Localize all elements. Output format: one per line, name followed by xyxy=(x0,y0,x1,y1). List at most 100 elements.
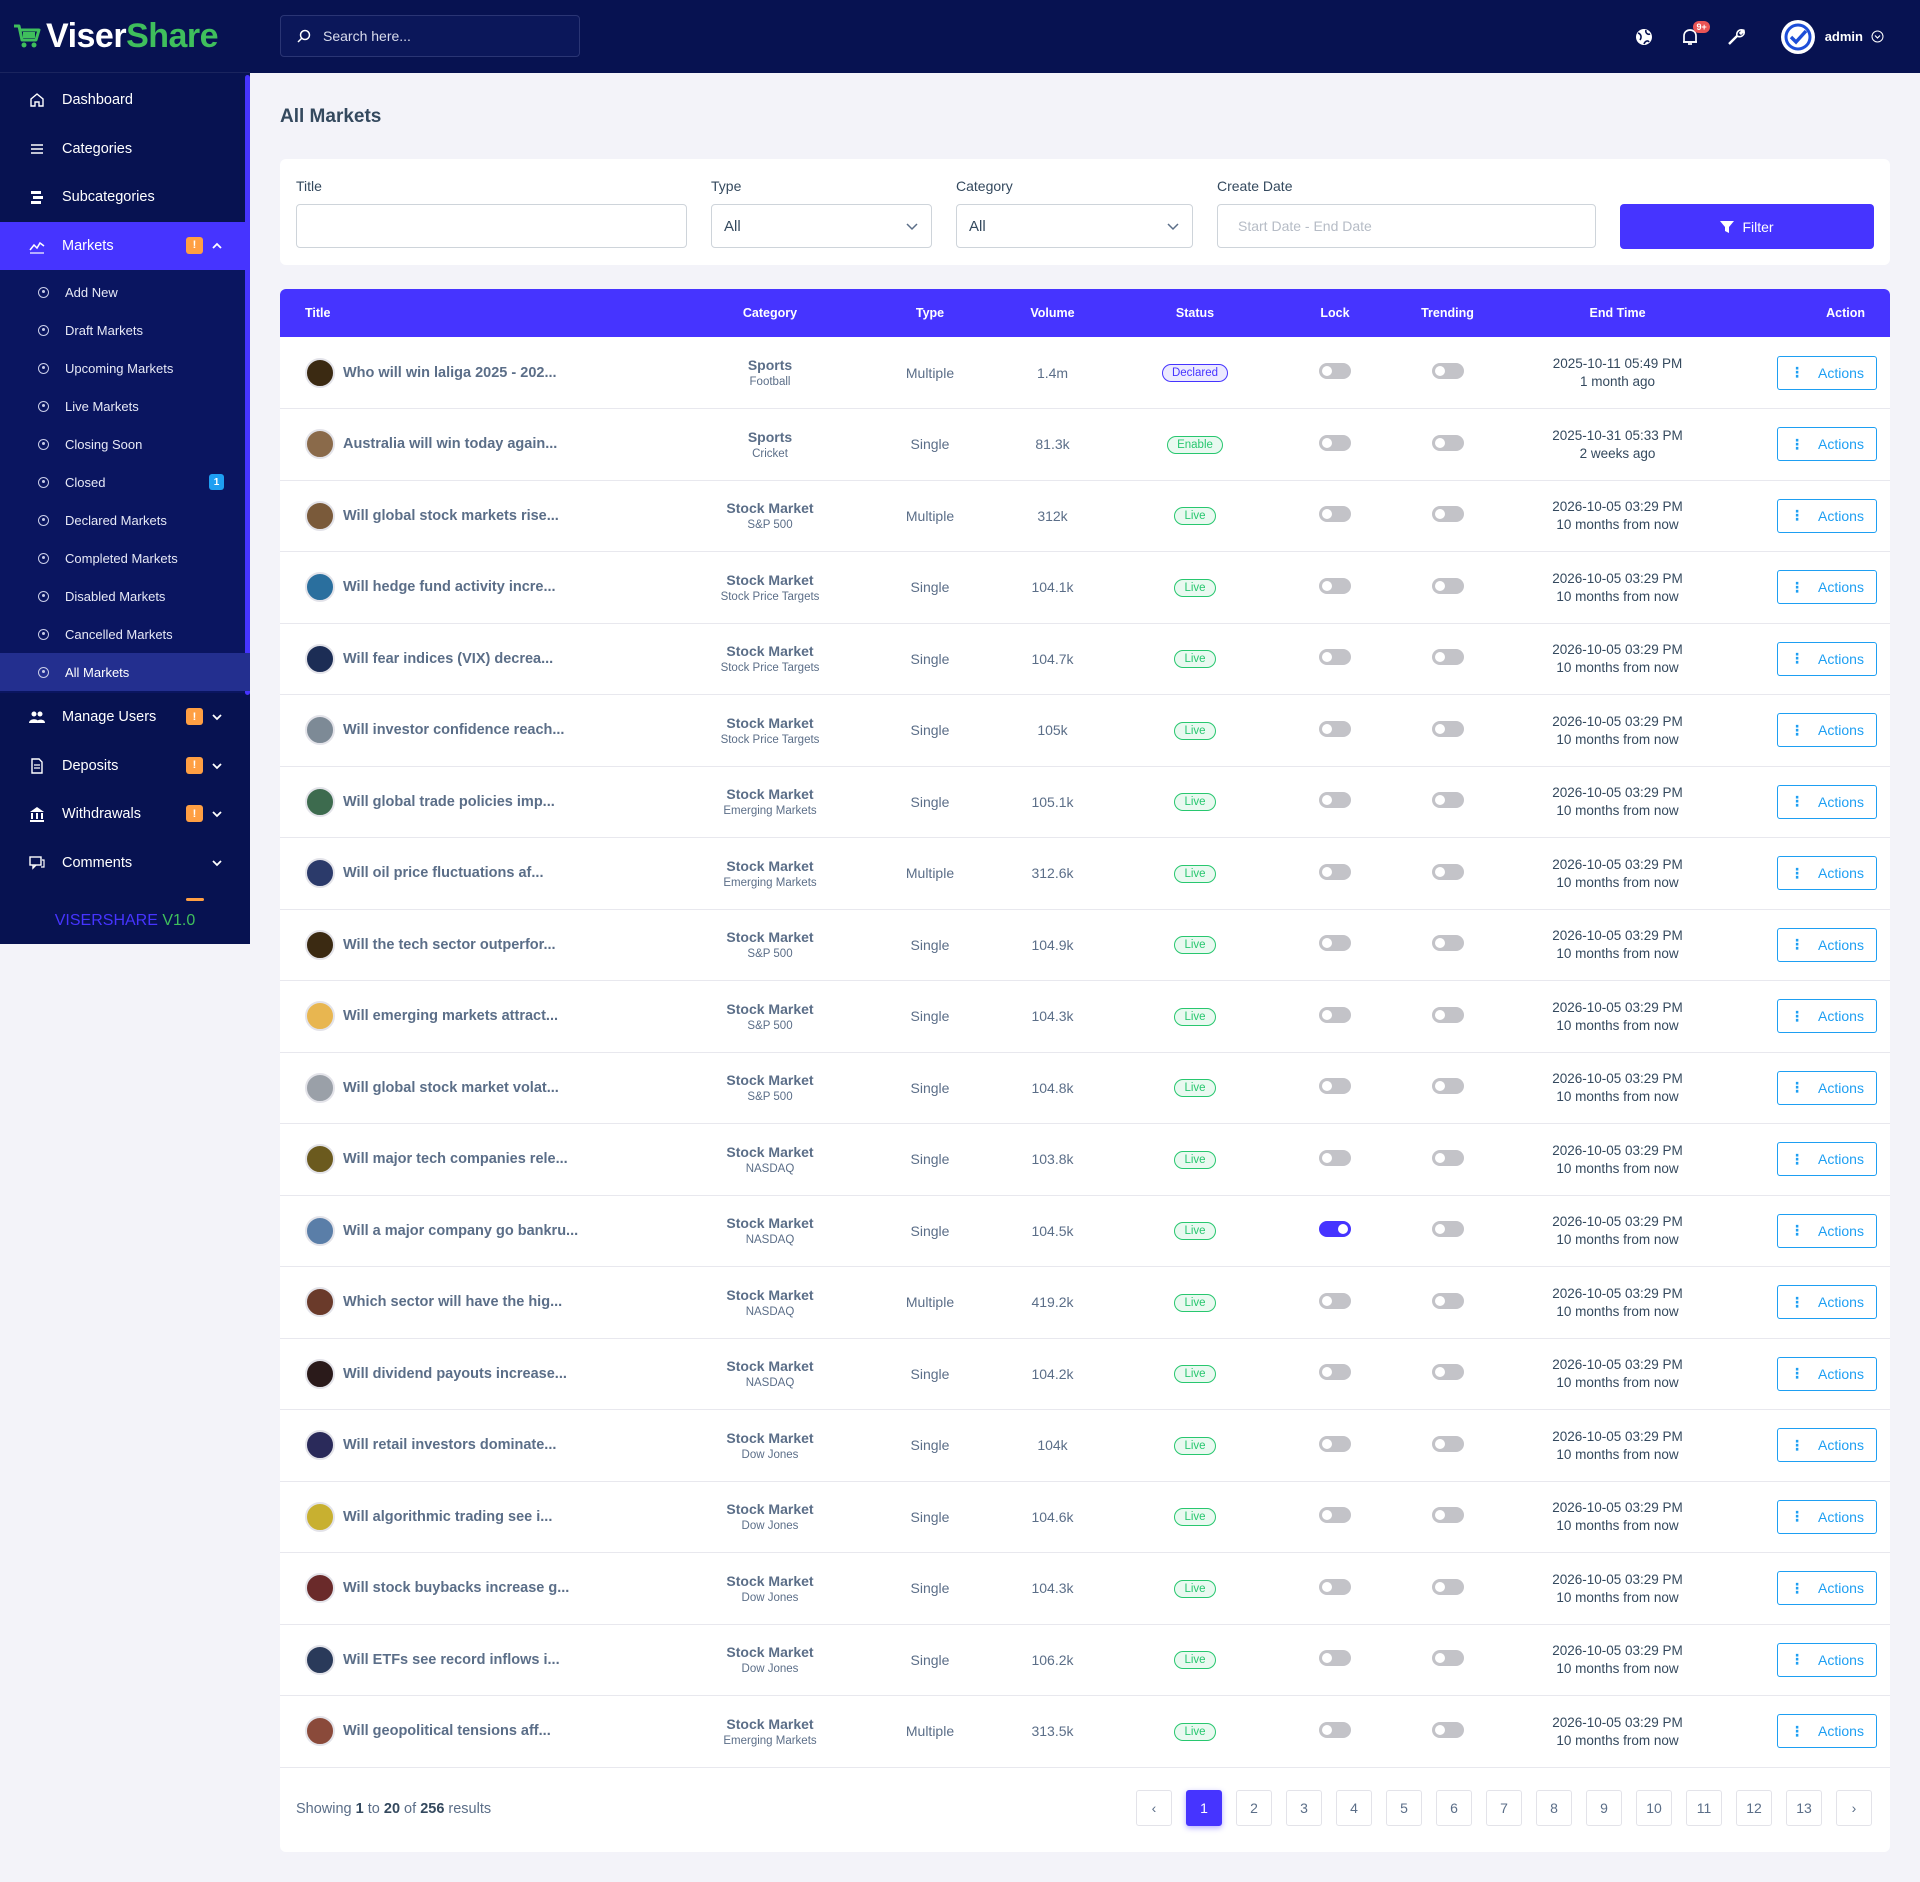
submenu-item-closing-soon[interactable]: Closing Soon xyxy=(0,425,250,463)
search-input[interactable] xyxy=(323,28,563,44)
submenu-item-all-markets[interactable]: All Markets xyxy=(0,653,250,691)
trending-toggle[interactable] xyxy=(1431,1435,1464,1452)
actions-button[interactable]: ⋮ Actions xyxy=(1777,1285,1877,1320)
pagination-prev-button[interactable]: ‹ xyxy=(1136,1790,1172,1826)
market-title[interactable]: Will investor confidence reach... xyxy=(343,722,565,739)
submenu-item-completed-markets[interactable]: Completed Markets xyxy=(0,539,250,577)
lock-toggle[interactable] xyxy=(1319,935,1351,952)
actions-button[interactable]: ⋮ Actions xyxy=(1777,856,1877,891)
market-title[interactable]: Who will win laliga 2025 - 202... xyxy=(343,364,557,381)
submenu-item-declared-markets[interactable]: Declared Markets xyxy=(0,501,250,539)
submenu-item-disabled-markets[interactable]: Disabled Markets xyxy=(0,577,250,615)
bell-icon[interactable]: 9+ xyxy=(1679,20,1710,48)
submenu-item-closed[interactable]: Closed 1 xyxy=(0,463,250,501)
lock-toggle[interactable] xyxy=(1319,1650,1351,1667)
market-title[interactable]: Which sector will have the hig... xyxy=(343,1294,563,1311)
pagination-page-7[interactable]: 7 xyxy=(1486,1790,1522,1826)
trending-toggle[interactable] xyxy=(1431,1149,1464,1166)
globe-icon[interactable] xyxy=(1633,26,1655,48)
sidebar-scrollbar[interactable] xyxy=(245,75,250,695)
submenu-item-live-markets[interactable]: Live Markets xyxy=(0,387,250,425)
market-title[interactable]: Will global trade policies imp... xyxy=(343,793,555,810)
lock-toggle[interactable] xyxy=(1319,577,1351,594)
pagination-next-button[interactable]: › xyxy=(1836,1790,1872,1826)
market-title[interactable]: Will global stock markets rise... xyxy=(343,507,559,524)
type-select[interactable]: All xyxy=(711,204,932,248)
pagination-page-2[interactable]: 2 xyxy=(1236,1790,1272,1826)
sidebar-item-categories[interactable]: Categories xyxy=(0,125,250,174)
actions-button[interactable]: ⋮ Actions xyxy=(1777,784,1877,819)
lock-toggle[interactable] xyxy=(1319,1292,1351,1309)
market-title[interactable]: Will emerging markets attract... xyxy=(343,1008,559,1025)
pagination-page-1[interactable]: 1 xyxy=(1186,1790,1222,1826)
trending-toggle[interactable] xyxy=(1431,935,1464,952)
trending-toggle[interactable] xyxy=(1431,1006,1464,1023)
trending-toggle[interactable] xyxy=(1431,863,1464,880)
pagination-page-9[interactable]: 9 xyxy=(1586,1790,1622,1826)
pagination-page-5[interactable]: 5 xyxy=(1386,1790,1422,1826)
trending-toggle[interactable] xyxy=(1431,1578,1464,1595)
market-title[interactable]: Will retail investors dominate... xyxy=(343,1437,557,1454)
pagination-page-13[interactable]: 13 xyxy=(1786,1790,1822,1826)
actions-button[interactable]: ⋮ Actions xyxy=(1777,570,1877,605)
lock-toggle[interactable] xyxy=(1319,434,1351,451)
actions-button[interactable]: ⋮ Actions xyxy=(1777,355,1877,390)
actions-button[interactable]: ⋮ Actions xyxy=(1777,1571,1877,1606)
lock-toggle[interactable] xyxy=(1319,792,1351,809)
trending-toggle[interactable] xyxy=(1431,792,1464,809)
lock-toggle[interactable] xyxy=(1319,649,1351,666)
submenu-item-draft-markets[interactable]: Draft Markets xyxy=(0,311,250,349)
trending-toggle[interactable] xyxy=(1431,1721,1464,1738)
trending-toggle[interactable] xyxy=(1431,1507,1464,1524)
actions-button[interactable]: ⋮ Actions xyxy=(1777,927,1877,962)
lock-toggle[interactable] xyxy=(1319,1006,1351,1023)
market-title[interactable]: Will a major company go bankru... xyxy=(343,1222,579,1239)
lock-toggle[interactable] xyxy=(1319,1149,1351,1166)
actions-button[interactable]: ⋮ Actions xyxy=(1777,1070,1877,1105)
lock-toggle[interactable] xyxy=(1319,1578,1351,1595)
sidebar-item-comments[interactable]: Comments xyxy=(0,839,250,888)
market-title[interactable]: Australia will win today again... xyxy=(343,436,558,453)
market-title[interactable]: Will the tech sector outperfor... xyxy=(343,936,556,953)
pagination-page-12[interactable]: 12 xyxy=(1736,1790,1772,1826)
trending-toggle[interactable] xyxy=(1431,506,1464,523)
market-title[interactable]: Will ETFs see record inflows i... xyxy=(343,1651,560,1668)
market-title[interactable]: Will stock buybacks increase g... xyxy=(343,1580,570,1597)
actions-button[interactable]: ⋮ Actions xyxy=(1777,1714,1877,1749)
lock-toggle[interactable] xyxy=(1319,363,1351,379)
lock-toggle[interactable] xyxy=(1319,1078,1351,1095)
lock-toggle[interactable] xyxy=(1319,1435,1351,1452)
market-title[interactable]: Will hedge fund activity incre... xyxy=(343,579,556,596)
pagination-page-6[interactable]: 6 xyxy=(1436,1790,1472,1826)
sidebar-item-markets[interactable]: Markets ! xyxy=(0,221,250,270)
filter-button[interactable]: Filter xyxy=(1620,204,1874,249)
trending-toggle[interactable] xyxy=(1431,363,1464,379)
lock-toggle[interactable] xyxy=(1319,1721,1351,1738)
trending-toggle[interactable] xyxy=(1431,1364,1464,1381)
search-box[interactable] xyxy=(280,15,580,57)
category-select[interactable]: All xyxy=(956,204,1193,248)
trending-toggle[interactable] xyxy=(1431,720,1464,737)
market-title[interactable]: Will fear indices (VIX) decrea... xyxy=(343,650,554,667)
actions-button[interactable]: ⋮ Actions xyxy=(1777,1642,1877,1677)
market-title[interactable]: Will geopolitical tensions aff... xyxy=(343,1723,551,1740)
actions-button[interactable]: ⋮ Actions xyxy=(1777,999,1877,1034)
market-title[interactable]: Will algorithmic trading see i... xyxy=(343,1508,553,1525)
sidebar-item-subcategories[interactable]: Subcategories xyxy=(0,173,250,222)
sidebar-item-withdrawals[interactable]: Withdrawals ! xyxy=(0,790,250,839)
actions-button[interactable]: ⋮ Actions xyxy=(1777,713,1877,748)
date-range-input[interactable]: Start Date - End Date xyxy=(1217,204,1596,248)
actions-button[interactable]: ⋮ Actions xyxy=(1777,498,1877,533)
lock-toggle[interactable] xyxy=(1319,1364,1351,1381)
pagination-page-10[interactable]: 10 xyxy=(1636,1790,1672,1826)
pagination-page-4[interactable]: 4 xyxy=(1336,1790,1372,1826)
lock-toggle[interactable] xyxy=(1319,1507,1351,1524)
admin-dropdown[interactable]: admin xyxy=(1780,19,1884,54)
actions-button[interactable]: ⋮ Actions xyxy=(1777,1428,1877,1463)
lock-toggle[interactable] xyxy=(1319,1221,1351,1238)
sidebar-item-dashboard[interactable]: Dashboard xyxy=(0,76,250,125)
trending-toggle[interactable] xyxy=(1431,434,1464,451)
sidebar-item-deposits[interactable]: Deposits ! xyxy=(0,742,250,791)
market-title[interactable]: Will oil price fluctuations af... xyxy=(343,865,544,882)
submenu-item-cancelled-markets[interactable]: Cancelled Markets xyxy=(0,615,250,653)
